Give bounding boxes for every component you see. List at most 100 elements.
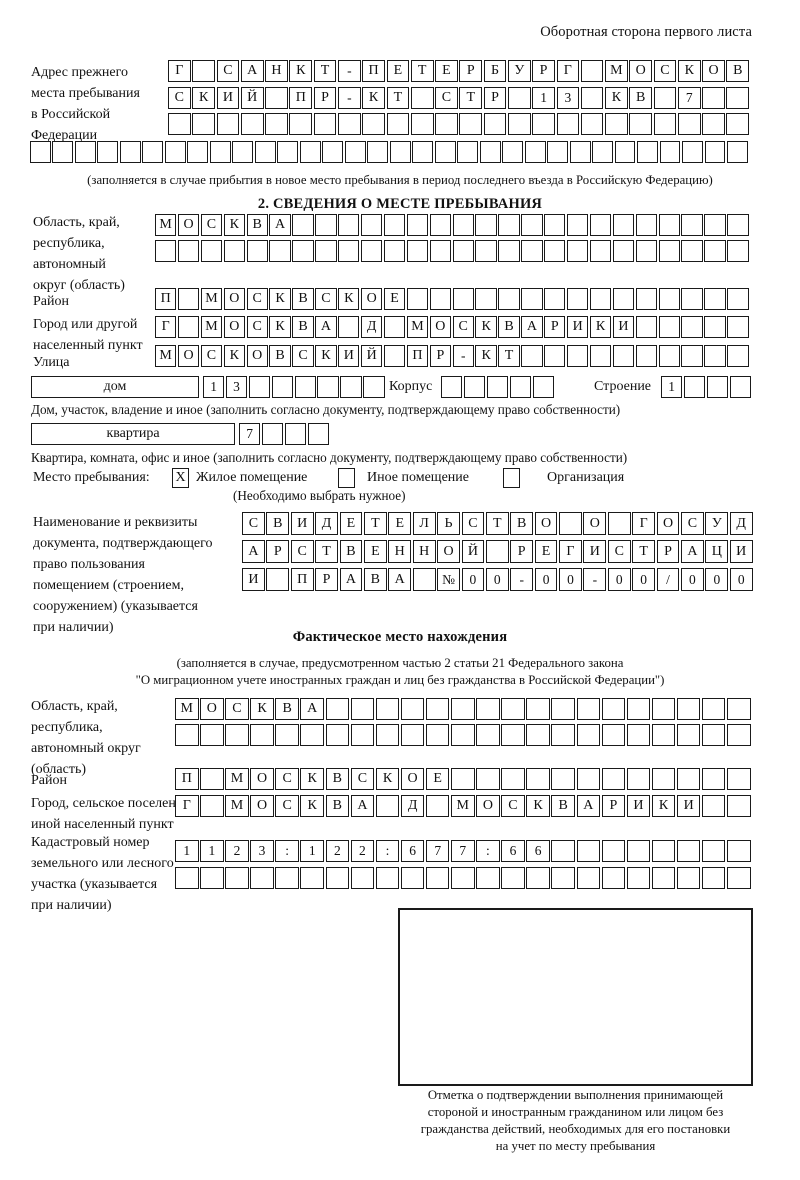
char-cell[interactable]: [451, 768, 475, 790]
char-cell[interactable]: [521, 288, 543, 310]
char-cell[interactable]: И: [612, 316, 635, 338]
char-cell[interactable]: М: [155, 214, 177, 236]
char-cell[interactable]: К: [300, 795, 324, 817]
char-cell[interactable]: [475, 288, 497, 310]
char-cell[interactable]: [200, 240, 223, 262]
char-cell[interactable]: [681, 316, 703, 338]
char-cell[interactable]: [476, 698, 500, 720]
char-cell[interactable]: [559, 512, 582, 535]
char-cell[interactable]: [317, 376, 339, 398]
char-cell[interactable]: Р: [510, 540, 534, 563]
char-cell[interactable]: [97, 141, 119, 163]
char-cell[interactable]: [412, 568, 436, 591]
char-cell[interactable]: [315, 240, 337, 262]
char-cell[interactable]: [637, 141, 658, 163]
char-cell[interactable]: С: [242, 512, 265, 535]
char-cell[interactable]: [200, 724, 224, 746]
char-cell[interactable]: В: [629, 86, 653, 109]
char-cell[interactable]: [521, 214, 543, 236]
char-cell[interactable]: [476, 867, 500, 889]
char-cell[interactable]: [375, 795, 400, 817]
char-cell[interactable]: [726, 86, 750, 109]
char-cell[interactable]: А: [388, 568, 412, 591]
char-cell[interactable]: [626, 768, 651, 790]
char-cell[interactable]: А: [339, 568, 363, 591]
char-cell[interactable]: [569, 141, 591, 163]
char-cell[interactable]: А: [300, 698, 324, 720]
char-cell[interactable]: Й: [461, 540, 485, 563]
char-cell[interactable]: Р: [532, 60, 555, 82]
char-cell[interactable]: [727, 214, 749, 236]
char-cell[interactable]: [155, 240, 177, 262]
char-cell[interactable]: Р: [313, 86, 337, 109]
char-cell[interactable]: С: [350, 768, 375, 790]
char-cell[interactable]: 6: [501, 840, 525, 862]
char-cell[interactable]: [350, 867, 375, 889]
char-cell[interactable]: [486, 376, 509, 398]
char-cell[interactable]: В: [498, 316, 520, 338]
char-cell[interactable]: К: [250, 698, 274, 720]
char-cell[interactable]: 1: [200, 840, 224, 862]
char-cell[interactable]: [361, 214, 383, 236]
char-cell[interactable]: [459, 113, 483, 135]
char-cell[interactable]: [502, 141, 524, 163]
char-cell[interactable]: [547, 141, 569, 163]
char-cell[interactable]: Е: [388, 512, 412, 535]
char-cell[interactable]: [192, 60, 215, 82]
char-cell[interactable]: [240, 113, 264, 135]
char-cell[interactable]: Р: [483, 86, 507, 109]
char-cell[interactable]: 2: [225, 840, 249, 862]
char-cell[interactable]: 6: [400, 840, 425, 862]
char-cell[interactable]: [567, 288, 589, 310]
char-cell[interactable]: С: [681, 512, 704, 535]
char-cell[interactable]: Д: [400, 795, 425, 817]
char-cell[interactable]: [292, 214, 314, 236]
char-cell[interactable]: [704, 214, 726, 236]
char-cell[interactable]: :: [476, 840, 500, 862]
char-cell[interactable]: [476, 724, 500, 746]
char-cell[interactable]: С: [607, 540, 631, 563]
char-cell[interactable]: Д: [361, 316, 383, 338]
char-cell[interactable]: О: [656, 512, 680, 535]
char-cell[interactable]: [683, 376, 706, 398]
char-cell[interactable]: М: [200, 288, 223, 310]
char-cell[interactable]: С: [168, 86, 191, 109]
char-cell[interactable]: С: [275, 795, 299, 817]
char-cell[interactable]: О: [246, 345, 268, 367]
char-cell[interactable]: С: [246, 316, 268, 338]
char-cell[interactable]: [626, 867, 651, 889]
char-cell[interactable]: [209, 141, 231, 163]
char-cell[interactable]: И: [583, 540, 607, 563]
char-cell[interactable]: [363, 376, 385, 398]
char-cell[interactable]: [325, 867, 350, 889]
char-cell[interactable]: [729, 376, 751, 398]
char-cell[interactable]: [626, 840, 651, 862]
char-cell[interactable]: А: [240, 60, 264, 82]
char-cell[interactable]: [601, 867, 626, 889]
char-cell[interactable]: О: [177, 345, 200, 367]
char-cell[interactable]: [612, 345, 635, 367]
char-cell[interactable]: [383, 345, 406, 367]
char-cell[interactable]: О: [583, 512, 607, 535]
char-cell[interactable]: [612, 240, 635, 262]
char-cell[interactable]: [429, 288, 451, 310]
char-cell[interactable]: [406, 288, 429, 310]
stay-type-checkbox-2[interactable]: [338, 468, 355, 488]
char-cell[interactable]: [266, 568, 290, 591]
char-cell[interactable]: И: [626, 795, 651, 817]
char-cell[interactable]: [429, 214, 451, 236]
char-cell[interactable]: [681, 240, 703, 262]
char-cell[interactable]: [704, 240, 726, 262]
char-cell[interactable]: А: [350, 795, 375, 817]
char-cell[interactable]: [658, 240, 680, 262]
char-cell[interactable]: О: [223, 316, 245, 338]
char-cell[interactable]: [340, 376, 362, 398]
char-cell[interactable]: [284, 423, 307, 445]
char-cell[interactable]: [701, 840, 726, 862]
char-cell[interactable]: [551, 724, 575, 746]
char-cell[interactable]: 0: [559, 568, 582, 591]
char-cell[interactable]: [475, 240, 497, 262]
char-cell[interactable]: [406, 240, 429, 262]
char-cell[interactable]: -: [510, 568, 534, 591]
char-cell[interactable]: [676, 768, 701, 790]
